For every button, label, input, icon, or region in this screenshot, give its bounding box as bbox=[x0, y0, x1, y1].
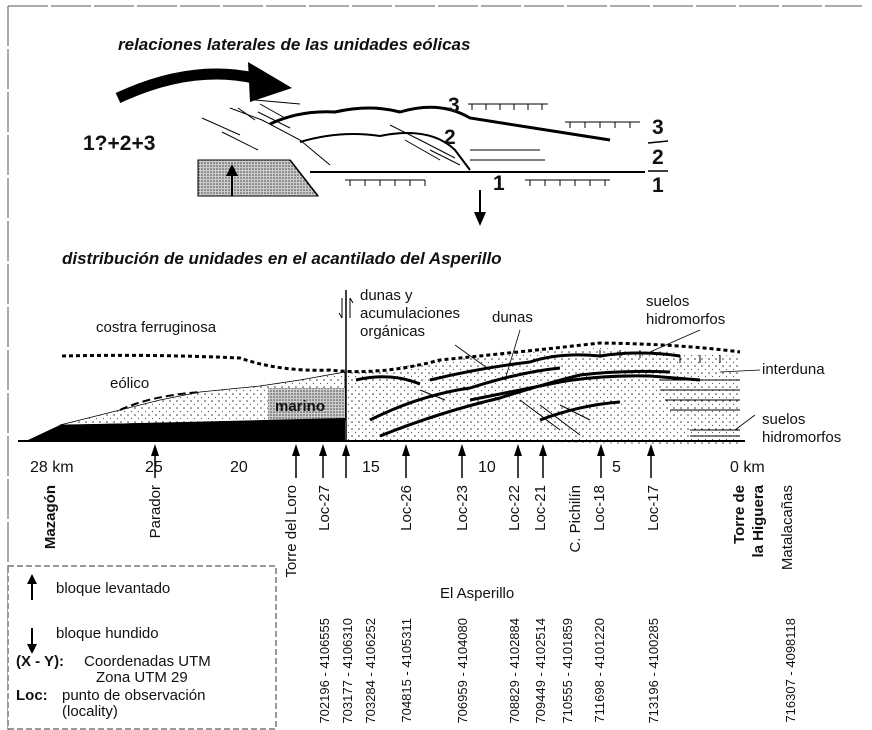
locality-arrows bbox=[151, 444, 655, 478]
wind-arrow-head bbox=[248, 62, 292, 102]
profile-label: eólico bbox=[110, 375, 149, 392]
combined-label: 1?+2+3 bbox=[83, 132, 155, 155]
locality-name: Loc-18 bbox=[591, 485, 608, 531]
unit-label: 1 bbox=[493, 172, 505, 195]
profile-label: hidromorfos bbox=[762, 429, 841, 446]
utm-coordinates: 704815 - 4105311 bbox=[399, 618, 414, 723]
locality-name: Mazagón bbox=[42, 485, 59, 549]
legend-key: (X - Y): bbox=[16, 653, 64, 670]
utm-coordinates: 702196 - 4106555 bbox=[317, 618, 332, 724]
locality-name: Torre de bbox=[731, 485, 748, 544]
km-label: 5 bbox=[612, 459, 621, 476]
dune-sketch bbox=[202, 100, 545, 165]
area-label: El Asperillo bbox=[440, 585, 514, 602]
km-label: 20 bbox=[230, 459, 248, 476]
raised-block bbox=[198, 160, 318, 196]
legend-key: Loc: bbox=[16, 687, 48, 704]
profile-label: costra ferruginosa bbox=[96, 319, 217, 336]
locality-arrow-head bbox=[342, 444, 350, 456]
diagram: relaciones laterales de las unidades eól… bbox=[0, 0, 872, 730]
locality-name: Loc-26 bbox=[398, 485, 415, 531]
legend-text: (locality) bbox=[62, 703, 118, 720]
unit-label: 3 bbox=[448, 94, 460, 117]
asperillo-body bbox=[346, 348, 740, 445]
top-title: relaciones laterales de las unidades eól… bbox=[118, 35, 470, 54]
legend-text: bloque levantado bbox=[56, 580, 170, 597]
utm-coordinates: 706959 - 4104080 bbox=[455, 618, 470, 724]
locality-name: Loc-17 bbox=[645, 485, 662, 531]
utm-coordinates: 713196 - 4100285 bbox=[646, 618, 661, 724]
profile-label: orgánicas bbox=[360, 323, 425, 340]
utm-coordinates: 709449 - 4102514 bbox=[533, 618, 548, 724]
profile-label: acumulaciones bbox=[360, 305, 460, 322]
profile-label: interduna bbox=[762, 361, 825, 378]
locality-arrow-head bbox=[647, 444, 655, 456]
utm-coordinates: 703177 - 4106310 bbox=[340, 618, 355, 724]
legend-text: Coordenadas UTM bbox=[84, 653, 211, 670]
utm-coordinates: 710555 - 4101859 bbox=[560, 618, 575, 724]
utm-coordinates: 711698 - 4101220 bbox=[592, 618, 607, 723]
legend-text: Zona UTM 29 bbox=[96, 669, 188, 686]
locality-arrow-head bbox=[539, 444, 547, 456]
locality-arrow-head bbox=[514, 444, 522, 456]
km-label: 15 bbox=[362, 459, 380, 476]
profile-label: hidromorfos bbox=[646, 311, 725, 328]
profile-label: suelos bbox=[646, 293, 689, 310]
locality-arrow-head bbox=[319, 444, 327, 456]
locality-arrow-head bbox=[151, 444, 159, 456]
locality-name: Matalacañas bbox=[779, 485, 796, 570]
locality-name: Parador bbox=[147, 485, 164, 538]
km-label: 25 bbox=[145, 459, 163, 476]
legend-text: bloque hundido bbox=[56, 625, 159, 642]
unit-3-line bbox=[270, 107, 610, 140]
profile-label: suelos bbox=[762, 411, 805, 428]
locality-name: Loc-22 bbox=[506, 485, 523, 531]
wind-arrow bbox=[118, 74, 262, 98]
profile-label: dunas y bbox=[360, 287, 413, 304]
locality-arrow-head bbox=[402, 444, 410, 456]
locality-name: Loc-23 bbox=[454, 485, 471, 531]
locality-arrow-head bbox=[458, 444, 466, 456]
km-label: 0 km bbox=[730, 459, 765, 476]
locality-name: la Higuera bbox=[750, 484, 767, 557]
unit-label: 2 bbox=[444, 126, 456, 149]
locality-arrow-head bbox=[292, 444, 300, 456]
locality-name: Loc-27 bbox=[316, 485, 333, 531]
locality-name: Loc-21 bbox=[532, 485, 549, 531]
column-label: 1 bbox=[652, 174, 664, 197]
utm-coordinates: 716307 - 4098118 bbox=[783, 618, 798, 723]
down-arrow-head bbox=[474, 212, 486, 226]
column-label: 3 bbox=[652, 116, 664, 139]
locality-name: C. Pichilín bbox=[567, 485, 584, 553]
profile-label: marino bbox=[275, 398, 325, 415]
profile-title: distribución de unidades en el acantilad… bbox=[62, 249, 502, 268]
profile-label: dunas bbox=[492, 309, 533, 326]
locality-arrow-head bbox=[597, 444, 605, 456]
utm-coordinates: 703284 - 4106252 bbox=[363, 618, 378, 724]
legend-text: punto de observación bbox=[62, 687, 205, 704]
km-label: 10 bbox=[478, 459, 496, 476]
locality-name: Torre del Loro bbox=[283, 485, 300, 578]
km-label: 28 km bbox=[30, 459, 74, 476]
utm-coordinates: 708829 - 4102884 bbox=[507, 618, 522, 724]
column-label: 2 bbox=[652, 146, 664, 169]
